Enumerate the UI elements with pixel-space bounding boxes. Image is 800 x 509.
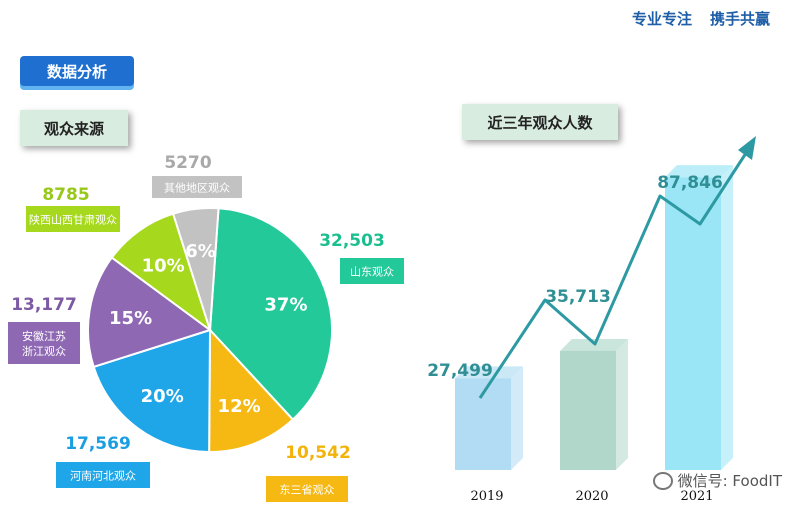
pie-slice-label-box (266, 476, 348, 502)
pie-slice-value: 32,503 (319, 231, 385, 251)
pie-slice-label: 安徽江苏 (22, 329, 66, 343)
trend-line (478, 149, 750, 399)
bar-side (511, 366, 523, 470)
bar-top (665, 165, 733, 178)
bar-side (721, 165, 733, 470)
slogan-text-2: 携手共赢 (709, 10, 770, 28)
pie-slice-percent: 10% (142, 256, 185, 277)
bar-value-label: 27,499 (427, 361, 493, 381)
pie-slice-label: 浙江观众 (22, 345, 66, 358)
trend-arrowhead (738, 136, 756, 160)
pie-slice-percent: 37% (264, 294, 307, 315)
pie-slice-value: 10,542 (285, 443, 351, 463)
pie-slice (208, 327, 295, 453)
bar-value-label: 35,713 (545, 287, 611, 307)
watermark-text: 微信号: FoodIT (677, 472, 782, 490)
pie-slice-label-box (8, 322, 80, 364)
pie-slice-label: 陕西山西甘肃观众 (29, 213, 117, 227)
bar (665, 177, 721, 470)
pie-slice-percent: 6% (185, 241, 216, 262)
x-tick-label: 2021 (680, 489, 713, 504)
pie-slice-percent: 15% (109, 308, 152, 329)
pie-slice (208, 207, 333, 421)
bar (560, 350, 616, 470)
pie-slice (87, 256, 213, 369)
x-tick-label: 2019 (470, 489, 503, 504)
pie-slice (110, 212, 212, 333)
section-title: 数据分析 (20, 56, 134, 86)
bar-top (455, 366, 523, 379)
pie-slice-percent: 12% (218, 396, 261, 417)
pie-slice (171, 207, 220, 331)
wechat-icon (652, 471, 673, 490)
pie-chart-title: 观众来源 (20, 110, 128, 146)
pie-slice-label-box (152, 176, 242, 198)
pie-slice-label-box (56, 462, 150, 488)
pie-slice-label: 山东观众 (350, 266, 394, 279)
pie-slice-label-box (340, 258, 404, 284)
x-tick-label: 2020 (575, 489, 608, 504)
pie-slice-value: 5270 (164, 153, 211, 173)
bar-side (616, 338, 628, 470)
pie-slice-label: 河南河北观众 (70, 470, 136, 483)
bar-value-label: 87,846 (657, 173, 723, 193)
pie-slice-label: 东三省观众 (280, 484, 335, 497)
pie-slice-label-box (26, 206, 120, 232)
pie-slice-value: 13,177 (11, 295, 77, 315)
pie-slice-value: 17,569 (65, 434, 131, 454)
pie-slice (92, 328, 212, 454)
slogan-text-1: 专业专注 (631, 10, 692, 28)
header-slogan: 专业专注 携手共赢 (632, 8, 770, 29)
pie-slice-value: 8785 (42, 185, 89, 205)
watermark: 微信号: FoodIT (652, 470, 782, 491)
bar-chart-title: 近三年观众人数 (462, 104, 618, 140)
pie-slice-label: 其他地区观众 (164, 182, 230, 195)
pie-slice-percent: 20% (141, 386, 184, 407)
